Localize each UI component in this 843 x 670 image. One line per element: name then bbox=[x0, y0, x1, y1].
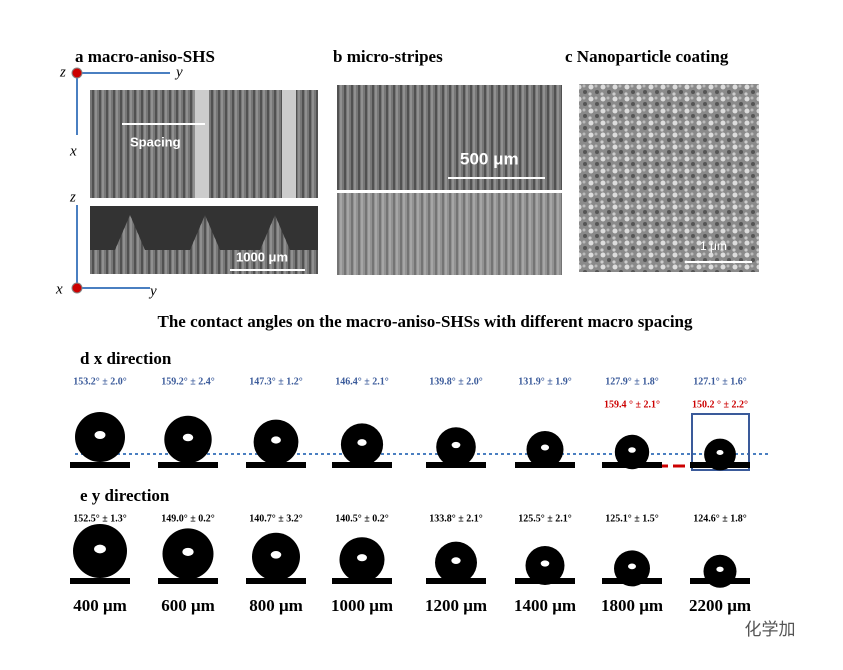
axis-label: y bbox=[148, 283, 157, 299]
contact-angle: 152.5° ± 1.3° bbox=[73, 513, 127, 524]
contact-angle: 149.0° ± 0.2° bbox=[161, 513, 215, 524]
axis-label: x bbox=[69, 143, 77, 159]
axis-label: z bbox=[59, 64, 66, 80]
droplet-highlight bbox=[94, 431, 106, 439]
substrate bbox=[70, 462, 130, 468]
droplet-highlight bbox=[182, 547, 194, 556]
substrate bbox=[332, 462, 392, 468]
sem-image bbox=[337, 193, 562, 275]
substrate bbox=[158, 578, 218, 584]
spacing-label: 1000 μm bbox=[331, 596, 393, 615]
sem-ridge bbox=[282, 90, 296, 198]
contact-angle: 153.2° ± 2.0° bbox=[73, 376, 127, 387]
contact-angle: 140.5° ± 0.2° bbox=[335, 513, 389, 524]
substrate bbox=[246, 462, 306, 468]
contact-angle: 150.2 ° ± 2.2° bbox=[692, 399, 748, 410]
droplet-highlight bbox=[628, 447, 636, 453]
panel-title: a macro-aniso-SHS bbox=[75, 47, 215, 66]
contact-angle: 159.4 ° ± 2.1° bbox=[604, 399, 660, 410]
sem-profile bbox=[90, 215, 318, 274]
substrate bbox=[690, 578, 750, 584]
sem-image bbox=[579, 84, 759, 272]
substrate bbox=[426, 462, 486, 468]
contact-angle: 139.8° ± 2.0° bbox=[429, 376, 483, 387]
contact-angle: 127.9° ± 1.8° bbox=[605, 376, 659, 387]
contact-angle: 140.7° ± 3.2° bbox=[249, 513, 303, 524]
watermark: 化学加 bbox=[745, 620, 796, 640]
substrate bbox=[515, 462, 575, 468]
droplet-highlight bbox=[540, 444, 550, 451]
contact-angle: 124.6° ± 1.8° bbox=[693, 513, 747, 524]
droplet-highlight bbox=[540, 560, 550, 567]
droplet-highlight bbox=[716, 566, 724, 572]
axes bbox=[76, 72, 170, 289]
contact-angle: 131.9° ± 1.9° bbox=[518, 376, 572, 387]
substrate bbox=[426, 578, 486, 584]
droplet-highlight bbox=[182, 433, 194, 442]
contact-angle: 125.5° ± 2.1° bbox=[518, 513, 572, 524]
row-title: e y direction bbox=[80, 486, 170, 505]
scale-label: 500 μm bbox=[460, 149, 519, 168]
droplet-highlight bbox=[270, 550, 282, 559]
panel-title: b micro-stripes bbox=[333, 47, 443, 66]
contact-angle: 159.2° ± 2.4° bbox=[161, 376, 215, 387]
droplet-highlight bbox=[451, 441, 461, 449]
spacing-label: 400 μm bbox=[73, 596, 127, 615]
contact-angle: 125.1° ± 1.5° bbox=[605, 513, 659, 524]
droplet-highlight bbox=[94, 544, 106, 554]
axis-origin bbox=[71, 67, 83, 79]
droplet-highlight bbox=[451, 557, 461, 564]
substrate bbox=[158, 462, 218, 468]
axis-label: x bbox=[55, 281, 63, 297]
contact-angle: 147.3° ± 1.2° bbox=[249, 376, 303, 387]
substrate bbox=[602, 462, 662, 468]
axis-origin bbox=[71, 282, 83, 294]
droplets: 153.2° ± 2.0° 159.2° ± 2.4° 147.3° ± 1.2° 1… bbox=[70, 376, 751, 615]
substrate bbox=[515, 578, 575, 584]
contact-angle: 133.8° ± 2.1° bbox=[429, 513, 483, 524]
droplet-highlight bbox=[357, 554, 367, 562]
panel-title: c Nanoparticle coating bbox=[565, 47, 729, 66]
substrate bbox=[246, 578, 306, 584]
label: Spacing bbox=[130, 134, 181, 149]
row-title: d x direction bbox=[80, 349, 172, 368]
spacing-label: 1400 μm bbox=[514, 596, 576, 615]
sem-ridge bbox=[195, 90, 209, 198]
scale-label: 1 μm bbox=[700, 239, 727, 253]
spacing-label: 600 μm bbox=[161, 596, 215, 615]
contact-angle: 127.1° ± 1.6° bbox=[693, 376, 747, 387]
scale-label: 1000 μm bbox=[236, 249, 288, 264]
droplet-highlight bbox=[357, 439, 367, 446]
axis-label: y bbox=[174, 64, 183, 80]
substrate bbox=[690, 462, 750, 468]
droplet-highlight bbox=[271, 436, 281, 444]
substrate bbox=[332, 578, 392, 584]
spacing-label: 1800 μm bbox=[601, 596, 663, 615]
droplet-highlight bbox=[716, 449, 724, 456]
substrate bbox=[602, 578, 662, 584]
droplet-highlight bbox=[628, 563, 636, 570]
heading: The contact angles on the macro-aniso-SH… bbox=[157, 312, 693, 331]
spacing-label: 2200 μm bbox=[689, 596, 751, 615]
axis-label: z bbox=[69, 189, 76, 205]
substrate bbox=[70, 578, 130, 584]
spacing-label: 1200 μm bbox=[425, 596, 487, 615]
contact-angle: 146.4° ± 2.1° bbox=[335, 376, 389, 387]
sem-image bbox=[337, 85, 562, 190]
spacing-label: 800 μm bbox=[249, 596, 303, 615]
